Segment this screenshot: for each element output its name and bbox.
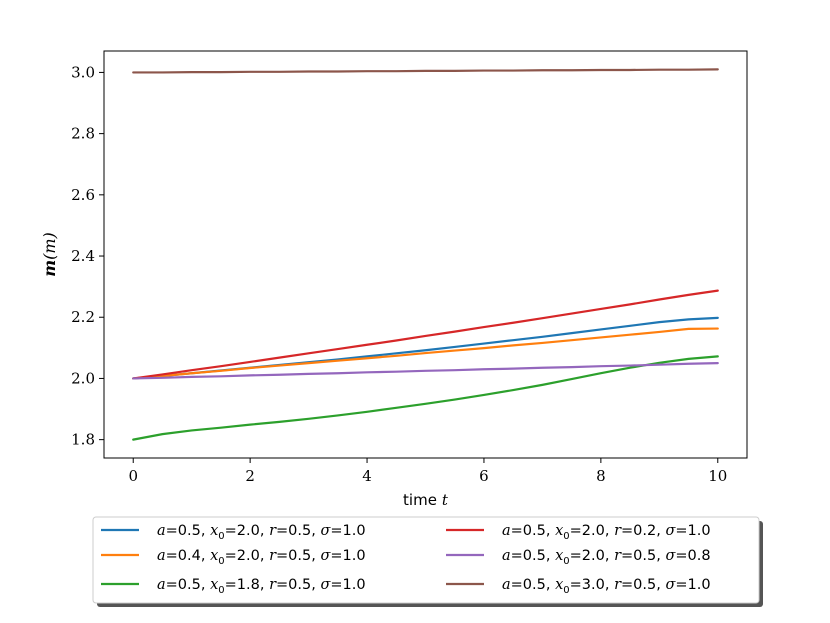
legend-label-5: a=0.5, x0=2.0, r=0.5, σ=0.8 xyxy=(502,548,711,567)
series-line-4 xyxy=(132,289,719,380)
x-axis-label-text: time xyxy=(403,491,437,509)
y-axis-label: m(m) xyxy=(40,232,59,277)
y-tick-label: 2.0 xyxy=(71,369,95,387)
legend-label-4: a=0.5, x0=2.0, r=0.2, σ=1.0 xyxy=(502,523,711,542)
legend-label-2: a=0.4, x0=2.0, r=0.5, σ=1.0 xyxy=(157,548,366,567)
y-tick-label: 2.2 xyxy=(71,308,95,326)
x-axis-ticks: 0 2 4 6 8 10 xyxy=(128,458,727,485)
y-axis-ticks: 1.8 2.0 2.2 2.4 2.6 2.8 3.0 xyxy=(71,63,104,449)
plot-area xyxy=(104,51,747,458)
y-axis-label-bold: m xyxy=(40,260,59,277)
x-tick-label: 6 xyxy=(479,467,489,485)
y-tick-label: 1.8 xyxy=(71,431,95,449)
x-tick-label: 4 xyxy=(362,467,372,485)
y-tick-label: 2.6 xyxy=(71,186,95,204)
legend-box xyxy=(92,516,760,604)
series-line-5 xyxy=(132,362,719,380)
series-line-6 xyxy=(132,68,719,74)
legend-items: a=0.5, x0=2.0, r=0.5, σ=1.0 a=0.4, x0=2.0… xyxy=(101,523,711,596)
x-tick-label: 2 xyxy=(245,467,255,485)
y-axis-label-rest: (m) xyxy=(40,232,59,260)
y-tick-label: 2.8 xyxy=(71,125,95,143)
y-tick-label: 2.4 xyxy=(71,247,95,265)
x-tick-label: 0 xyxy=(128,467,138,485)
legend-label-3: a=0.5, x0=1.8, r=0.5, σ=1.0 xyxy=(157,577,366,596)
legend-label-6: a=0.5, x0=3.0, r=0.5, σ=1.0 xyxy=(502,577,711,596)
x-axis-label: time t xyxy=(403,491,449,509)
plot-background xyxy=(104,51,747,458)
series-layer xyxy=(132,68,719,441)
x-tick-label: 8 xyxy=(596,467,606,485)
series-line-2 xyxy=(132,327,719,380)
series-line-3 xyxy=(132,355,719,441)
y-tick-label: 3.0 xyxy=(71,63,95,81)
legend-label-1: a=0.5, x0=2.0, r=0.5, σ=1.0 xyxy=(157,523,366,542)
legend: a=0.5, x0=2.0, r=0.5, σ=1.0 a=0.4, x0=2.0… xyxy=(92,516,763,607)
x-axis-label-var: t xyxy=(442,491,449,509)
plot-frame xyxy=(103,50,748,459)
x-tick-label: 10 xyxy=(708,467,727,485)
